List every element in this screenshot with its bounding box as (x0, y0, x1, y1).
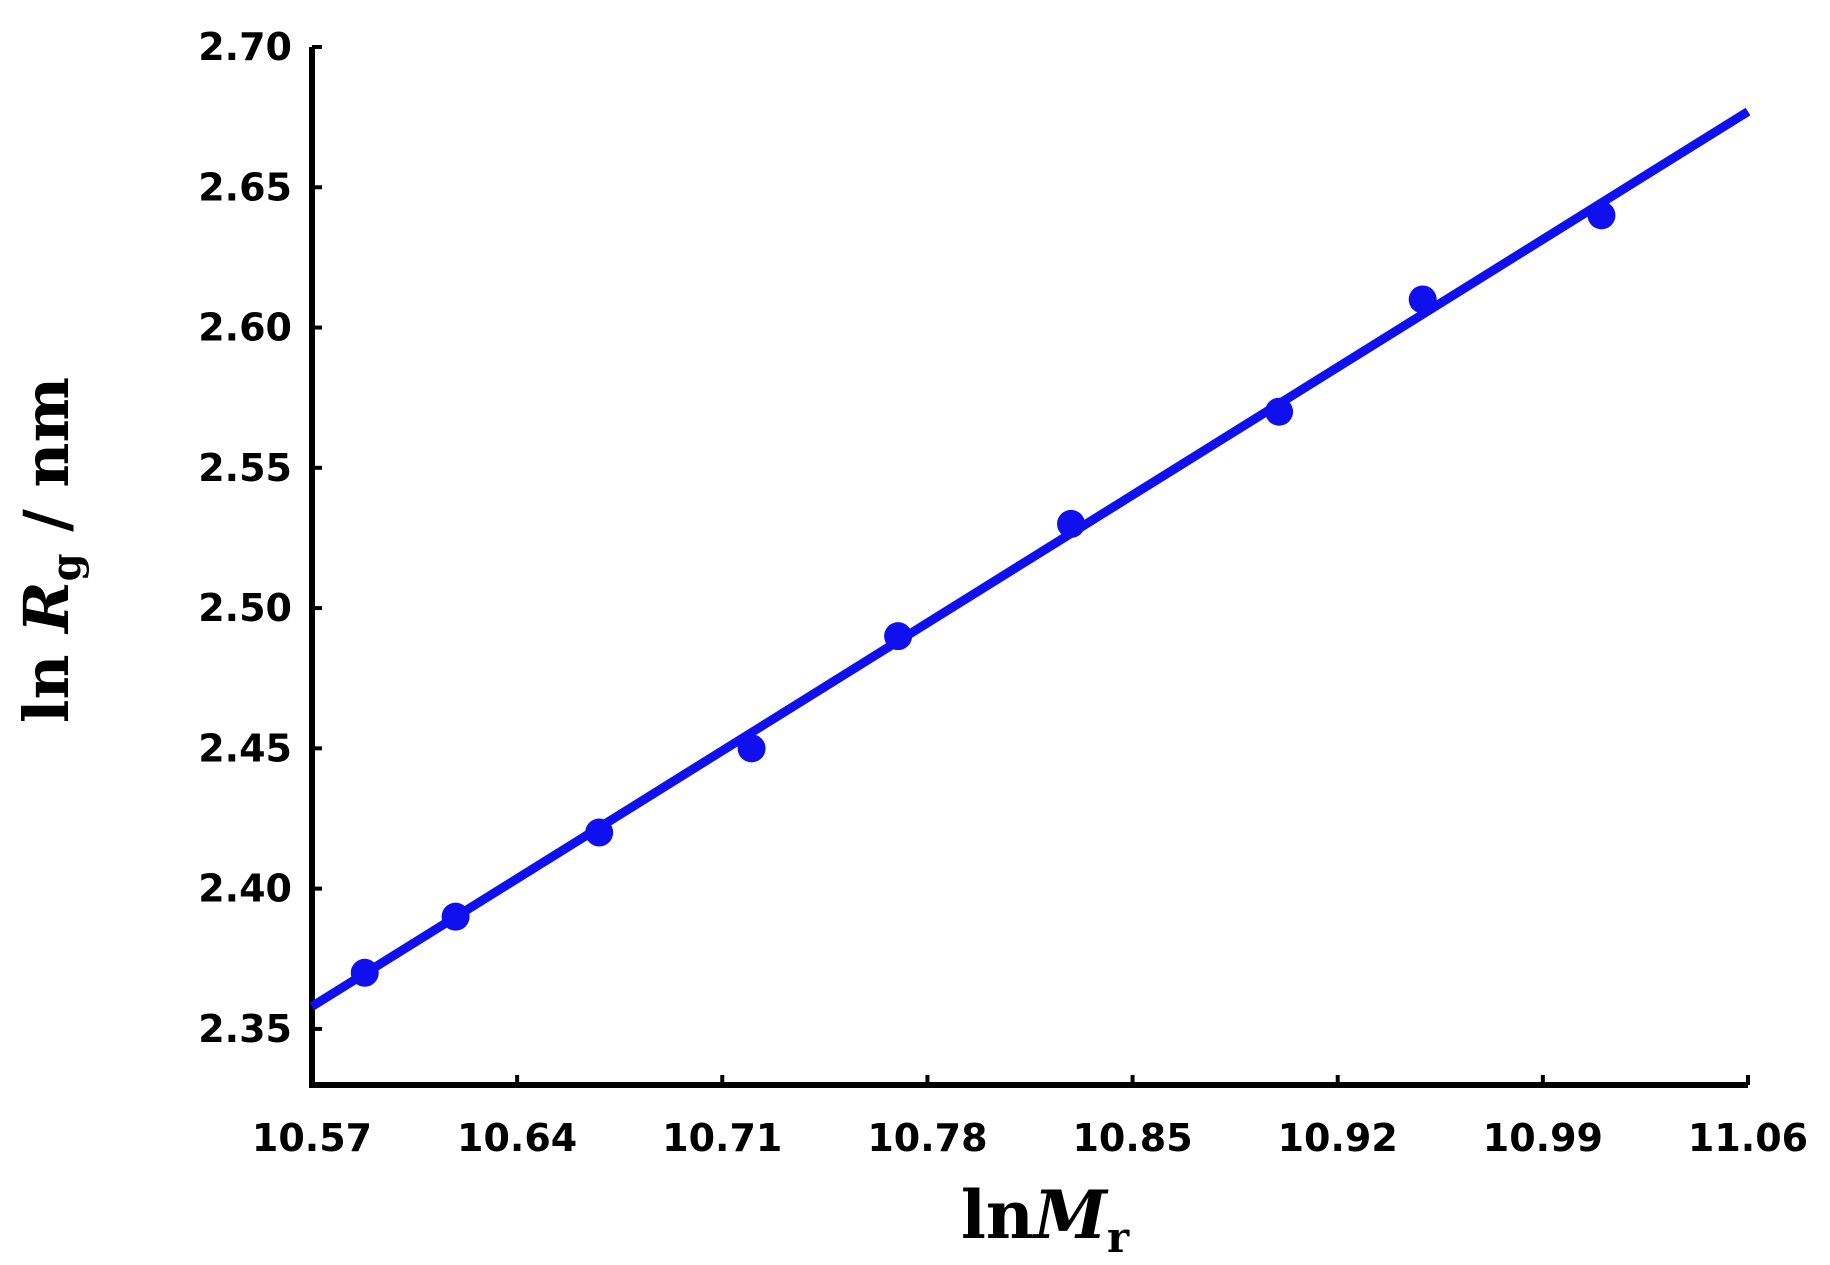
y-tick-label: 2.35 (198, 1007, 292, 1051)
data-point (1408, 285, 1437, 314)
data-point (737, 734, 766, 763)
data-point (350, 958, 379, 987)
y-tick-label: 2.55 (198, 446, 292, 490)
data-point (884, 622, 913, 651)
plot-area (309, 107, 1751, 1011)
y-tick-label: 2.60 (198, 306, 292, 350)
data-point (1057, 509, 1086, 538)
x-tick-label: 10.57 (252, 1116, 372, 1160)
fit-line (309, 107, 1751, 1011)
x-axis-ticks: 10.57 10.64 10.71 10.78 10.85 10.92 10.99 11.06 (252, 1075, 1808, 1160)
data-point (441, 902, 470, 931)
x-tick-label: 10.71 (662, 1116, 782, 1160)
x-tick-label: 10.64 (457, 1116, 577, 1160)
axes (309, 47, 1748, 1088)
y-axis-label: ln Rg / nm (10, 377, 90, 723)
y-tick-label: 2.70 (198, 25, 292, 69)
data-point (1587, 201, 1616, 230)
data-point (585, 818, 614, 847)
y-tick-label: 2.65 (198, 165, 292, 209)
x-tick-label: 11.06 (1688, 1116, 1808, 1160)
x-axis-label: lnMr (961, 1176, 1130, 1262)
x-tick-label: 10.85 (1072, 1116, 1192, 1160)
x-tick-label: 10.92 (1278, 1116, 1398, 1160)
y-tick-label: 2.50 (198, 586, 292, 630)
data-point (1265, 397, 1294, 426)
y-tick-label: 2.40 (198, 867, 292, 911)
x-tick-label: 10.99 (1483, 1116, 1603, 1160)
x-tick-label: 10.78 (867, 1116, 987, 1160)
y-tick-label: 2.45 (198, 726, 292, 770)
y-axis-ticks: 2.35 2.40 2.45 2.50 2.55 2.60 2.65 2.70 (198, 25, 322, 1051)
